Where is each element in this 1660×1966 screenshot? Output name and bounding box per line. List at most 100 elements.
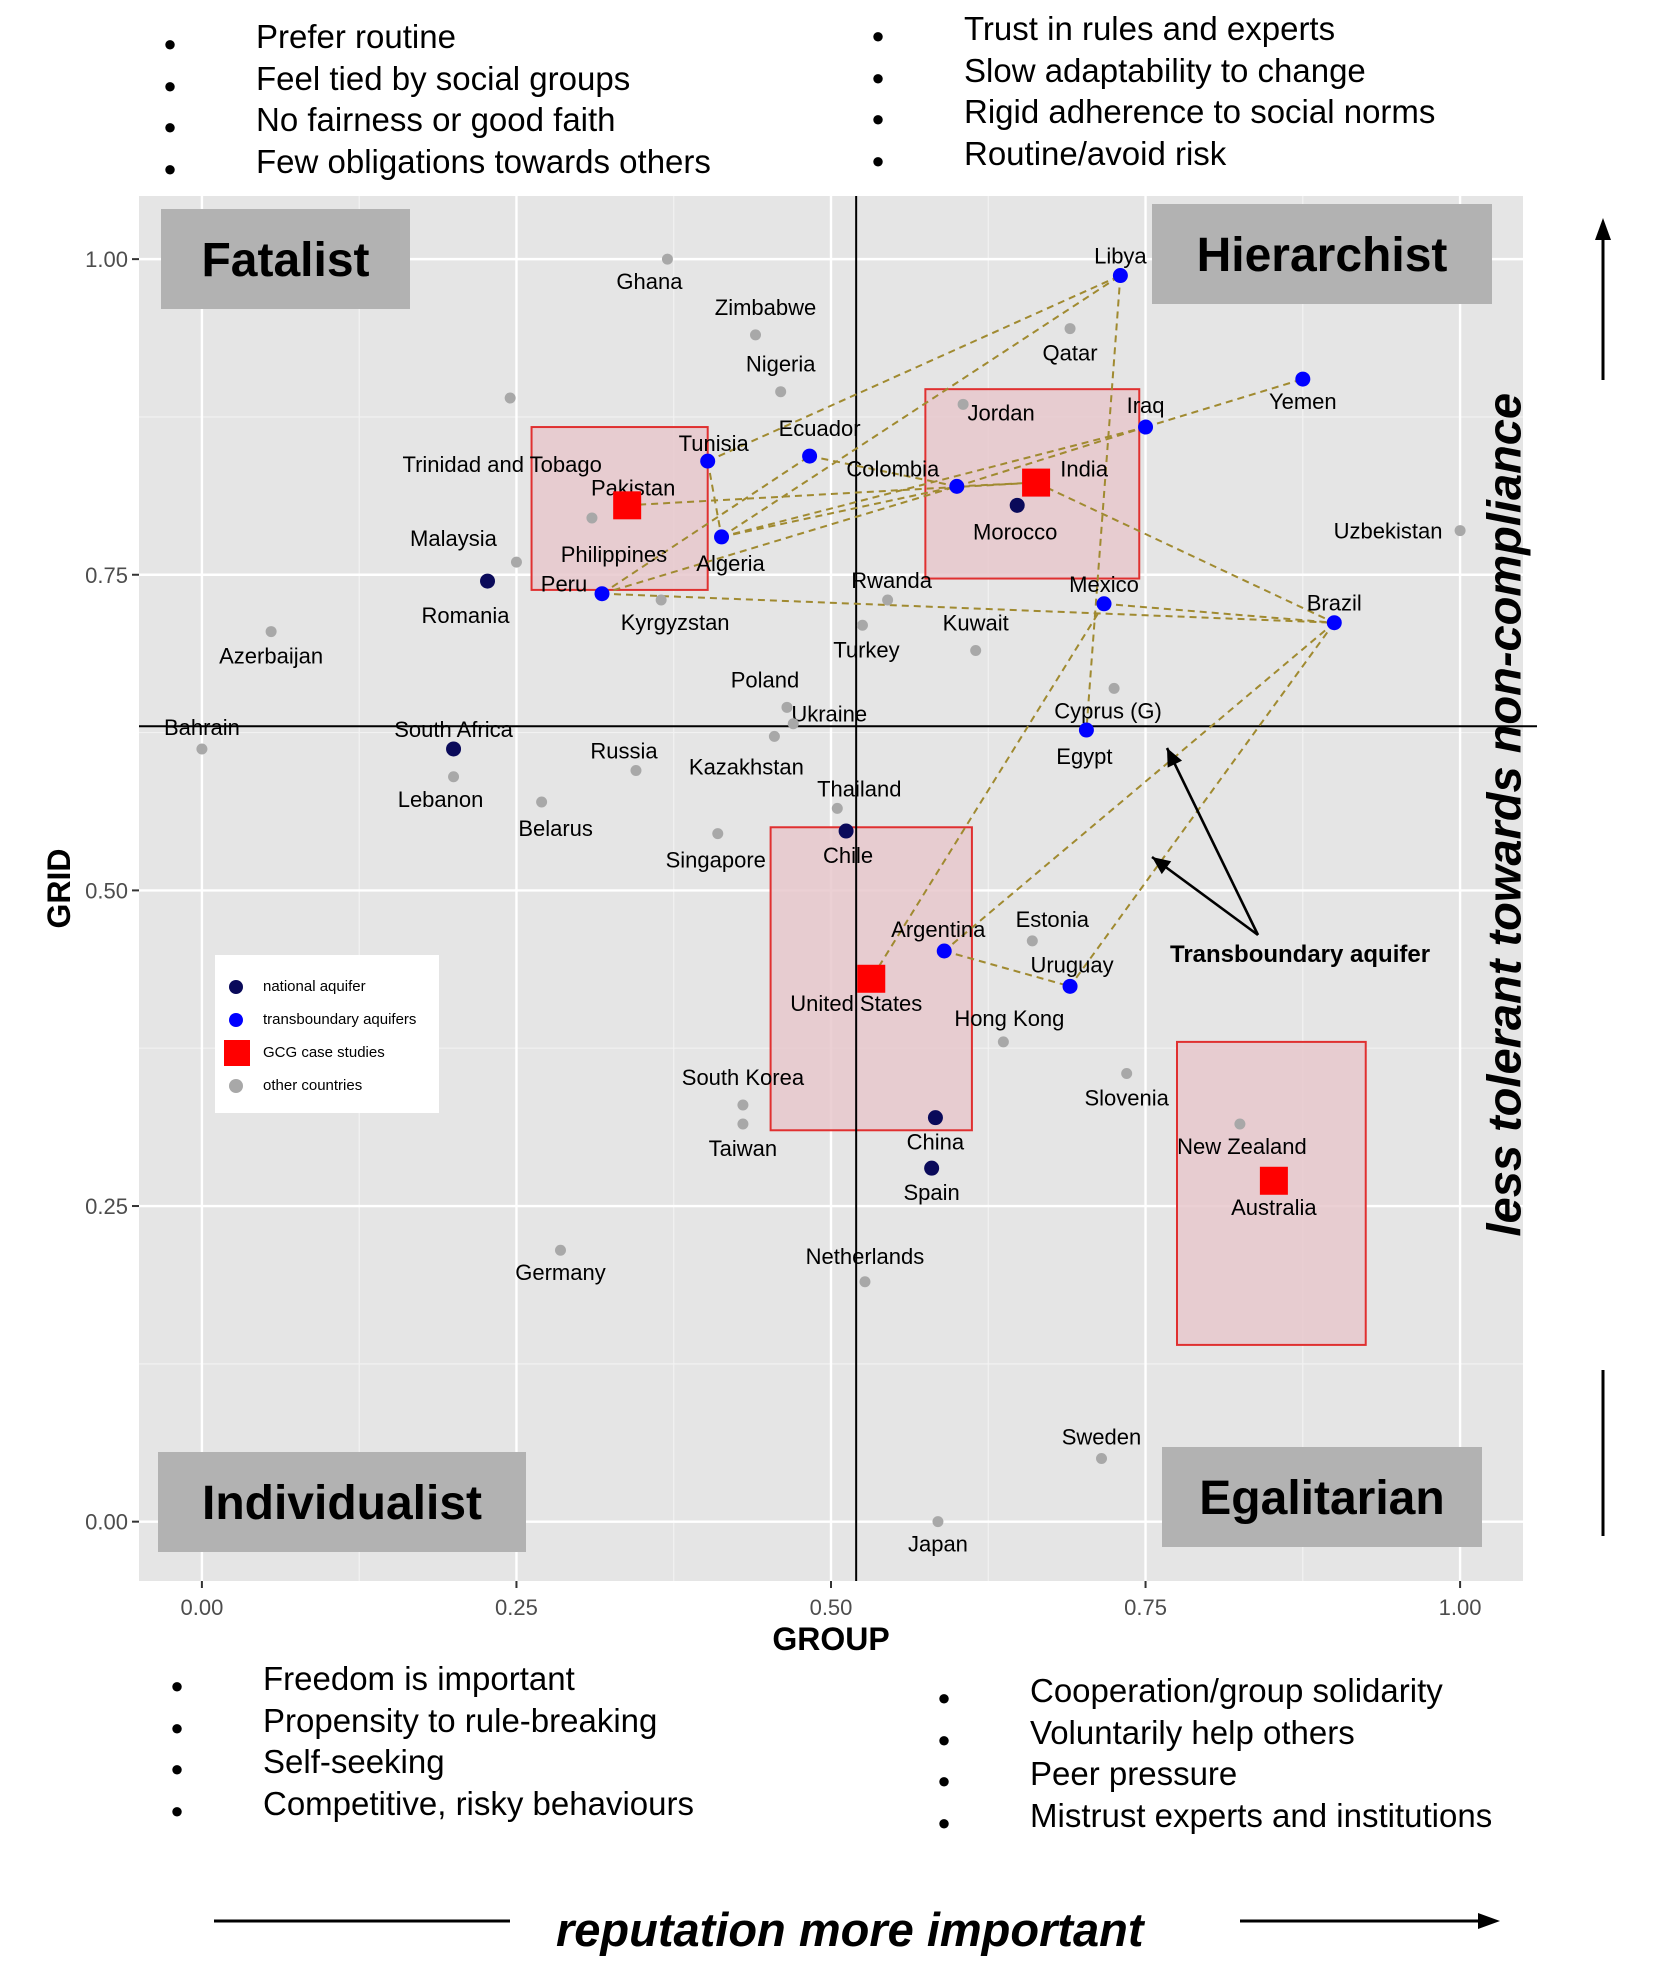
- bullets-top-right: ● Trust in rules and experts ● Slow adaptab…: [868, 8, 1488, 178]
- point-label: Belarus: [518, 816, 593, 841]
- other-country-marker: [856, 619, 868, 631]
- bullet-item: ● Self-seeking: [167, 1741, 767, 1783]
- point-label: Russia: [590, 738, 658, 763]
- bullet-dot: ●: [163, 31, 177, 56]
- transboundary-connection: [627, 481, 1037, 507]
- other-country-marker: [1064, 323, 1076, 335]
- point-label: Rwanda: [851, 568, 932, 593]
- point-label: South Korea: [682, 1065, 805, 1090]
- point-label: Ecuador: [779, 416, 861, 441]
- other-country-marker: [661, 253, 673, 265]
- bullet-text: Self-seeking: [263, 1743, 445, 1780]
- bullet-item: ● Few obligations towards others: [160, 141, 760, 183]
- bullet-dot: ●: [170, 1797, 184, 1823]
- x-tick-label: 0.75: [1124, 1595, 1167, 1620]
- y-tick-label: 0.75: [85, 563, 128, 588]
- y-tick-label: 1.00: [85, 247, 128, 272]
- national-aquifer-marker: [1009, 497, 1025, 513]
- point-label: Qatar: [1043, 341, 1098, 366]
- bullet-text: Freedom is important: [263, 1660, 575, 1697]
- other-country-marker: [586, 512, 598, 524]
- x-tick-label: 0.50: [810, 1595, 853, 1620]
- bullet-dot: ●: [871, 106, 885, 131]
- x-axis-label: GROUP: [772, 1621, 889, 1657]
- point-label: Germany: [515, 1260, 605, 1285]
- bullet-item: ● Trust in rules and experts: [868, 8, 1488, 50]
- point-label: Kuwait: [943, 611, 1009, 636]
- x-tick-label: 1.00: [1439, 1595, 1482, 1620]
- quadrant-label-box: [161, 209, 410, 309]
- bullet-item: ● Propensity to rule-breaking: [167, 1700, 767, 1742]
- point-label: India: [1060, 457, 1108, 482]
- point-label: Romania: [421, 603, 510, 628]
- point-label: Taiwan: [709, 1136, 777, 1161]
- bullet-dot: ●: [163, 72, 177, 98]
- transboundary-connection: [870, 603, 1105, 980]
- y-tick-label: 0.00: [85, 1510, 128, 1535]
- national-aquifer-marker: [446, 741, 462, 757]
- point-label: Colombia: [846, 456, 940, 481]
- other-country-marker: [768, 730, 780, 742]
- other-country-marker: [737, 1118, 749, 1130]
- bullet-text: Rigid adherence to social norms: [964, 93, 1436, 130]
- point-label: Iraq: [1127, 393, 1165, 418]
- bullets-bottom-left: ● Freedom is important ● Propensity to rule…: [167, 1658, 767, 1828]
- bullet-text: Routine/avoid risk: [964, 134, 1227, 172]
- bullet-dot: ●: [937, 1809, 951, 1835]
- y-axis-label: GRID: [41, 849, 77, 929]
- point-label: Kyrgyzstan: [621, 610, 730, 635]
- point-label: Kazakhstan: [689, 754, 804, 779]
- chart-legend: national aquifer transboundary aquifers GC…: [215, 955, 439, 1113]
- point-label: Peru: [541, 572, 587, 597]
- transboundary-aquifer-marker: [1112, 268, 1128, 284]
- legend-square-swatch: [224, 1040, 250, 1066]
- transboundary-connection: [721, 426, 1146, 538]
- bullet-item: ● Prefer routine: [160, 16, 760, 58]
- point-label: Netherlands: [806, 1244, 925, 1269]
- transboundary-connection: [1069, 622, 1336, 987]
- other-country-marker: [1234, 1118, 1246, 1130]
- gcg-case-study-marker: [613, 491, 642, 520]
- transboundary-connection: [1085, 275, 1122, 731]
- bullet-dot: ●: [871, 23, 885, 48]
- point-label: Spain: [904, 1180, 960, 1205]
- transboundary-aquifer-marker: [949, 478, 965, 494]
- point-label: Sweden: [1062, 1425, 1142, 1450]
- point-label: Mexico: [1069, 572, 1139, 597]
- point-label: Singapore: [666, 848, 766, 873]
- point-label: Poland: [731, 667, 800, 692]
- transboundary-connection: [720, 274, 1121, 538]
- point-label: Ukraine: [791, 702, 867, 727]
- other-country-marker: [448, 771, 460, 783]
- quadrant-label: Individualist: [202, 1477, 482, 1530]
- transboundary-aquifer-marker: [1062, 978, 1078, 994]
- point-label: Algeria: [696, 551, 765, 576]
- point-label: Trinidad and Tobago: [402, 452, 601, 477]
- bullet-item: ● Slow adaptability to change: [868, 50, 1488, 92]
- y-tick-label: 0.25: [85, 1194, 128, 1219]
- transboundary-connection: [1035, 481, 1335, 624]
- other-country-marker: [510, 556, 522, 568]
- quadrant-label-box: [1162, 1447, 1482, 1547]
- bullet-item: ● Rigid adherence to social norms: [868, 91, 1488, 133]
- annotation-arrowhead: [1167, 748, 1183, 768]
- bullet-dot: ●: [937, 1685, 951, 1710]
- quadrant-label-box: [1152, 204, 1492, 304]
- point-label: Estonia: [1016, 907, 1090, 932]
- point-label: Nigeria: [746, 352, 816, 377]
- bullet-item: ● Competitive, risky behaviours: [167, 1783, 767, 1825]
- bullet-dot: ●: [163, 155, 177, 181]
- point-label: Slovenia: [1084, 1085, 1169, 1110]
- bullet-text: Peer pressure: [1030, 1755, 1238, 1792]
- point-label: Uzbekistan: [1334, 519, 1443, 544]
- bullet-dot: ●: [937, 1726, 951, 1752]
- point-label: Libya: [1094, 244, 1147, 269]
- side-caption: less tolerant towards non-compliance: [1477, 392, 1531, 1237]
- transboundary-connection: [943, 950, 1071, 988]
- transboundary-aquifer-marker: [700, 453, 716, 469]
- bullet-dot: ●: [163, 114, 177, 139]
- side-caption-arrowhead: [1595, 218, 1611, 240]
- point-label: Lebanon: [398, 787, 484, 812]
- point-label: United States: [790, 991, 922, 1016]
